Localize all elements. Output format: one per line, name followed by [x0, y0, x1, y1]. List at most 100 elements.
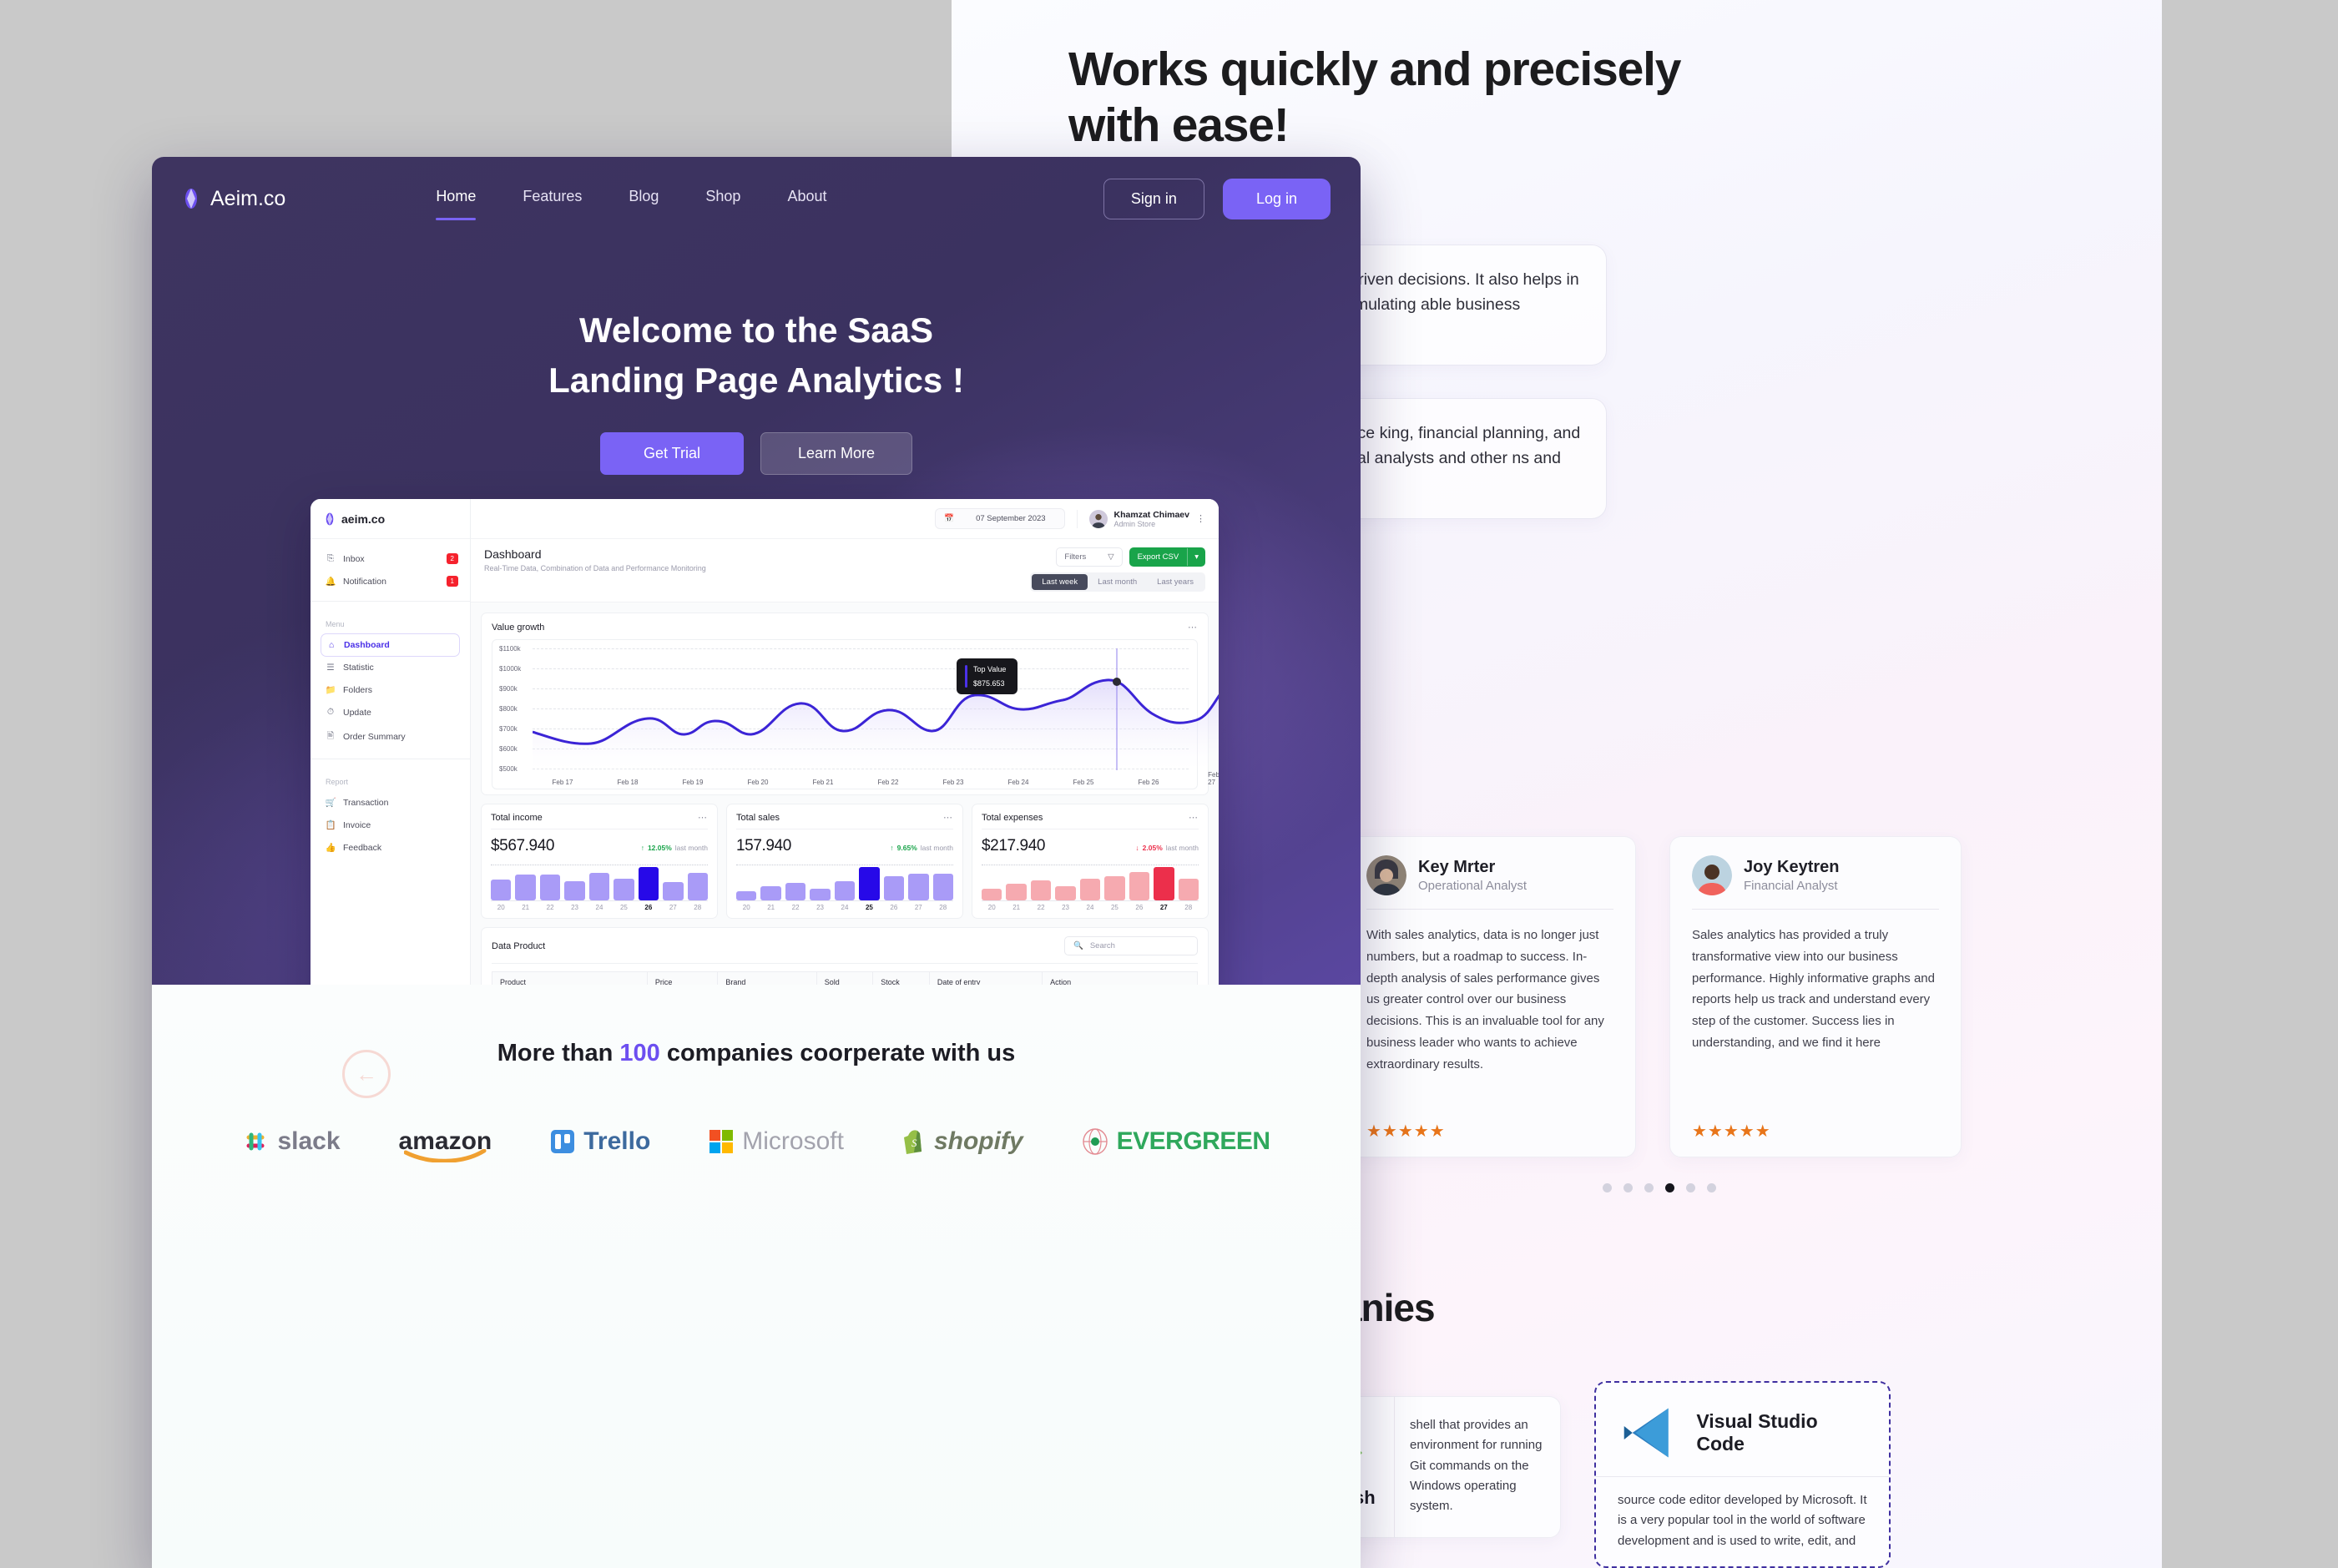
bar-chart-icon: ☰ — [326, 663, 335, 673]
divider — [1596, 1476, 1889, 1477]
carousel-dot[interactable] — [1603, 1183, 1612, 1192]
more-vertical-icon[interactable]: ⋮ — [1196, 514, 1205, 524]
vscode-description: source code editor developed by Microsof… — [1618, 1493, 1867, 1548]
bar-label: 20 — [987, 904, 996, 911]
file-text-icon: 🖹 — [326, 731, 335, 742]
carousel-dot[interactable] — [1623, 1183, 1633, 1192]
evergreen-icon — [1082, 1128, 1108, 1155]
chevron-down-icon[interactable]: ▾ — [1187, 548, 1205, 566]
more-horizontal-icon[interactable]: ⋯ — [943, 813, 953, 823]
nav-link-home[interactable]: Home — [436, 188, 477, 220]
x-tick-label: Feb 24 — [1007, 779, 1029, 786]
sidebar-item-invoice[interactable]: 📋 Invoice — [311, 814, 470, 836]
sidebar-item-order-summary[interactable]: 🖹 Order Summary — [311, 723, 470, 750]
aeim-diamond-logo — [326, 512, 334, 525]
log-in-button[interactable]: Log in — [1222, 178, 1331, 219]
logo-microsoft: Microsoft — [709, 1127, 844, 1156]
y-tick-label: $1000k — [499, 665, 522, 673]
bar-label: 27 — [914, 904, 922, 911]
date-picker[interactable]: 📅 07 September 2023 — [935, 508, 1065, 529]
bar-label: 24 — [1086, 904, 1094, 911]
x-tick-label: Feb 20 — [747, 779, 769, 786]
sidebar-item-transaction[interactable]: 🛒 Transaction — [311, 791, 470, 814]
stat-delta-pct: 9.65% — [896, 844, 917, 852]
time-range-segmented[interactable]: Last week Last month Last years — [1030, 572, 1205, 592]
logo-slack: slack — [242, 1127, 341, 1156]
x-tick-label: Feb 18 — [617, 779, 639, 786]
nav-link-features[interactable]: Features — [523, 187, 583, 204]
avatar — [1088, 509, 1108, 528]
stat-delta-pct: 2.05% — [1142, 844, 1163, 852]
segment-last-week[interactable]: Last week — [1032, 574, 1088, 590]
bar-label: 21 — [767, 904, 775, 911]
review-role: Operational Analyst — [1418, 879, 1528, 893]
carousel-dot[interactable] — [1707, 1183, 1716, 1192]
stat-delta: ↑ 12.05% last month — [641, 844, 708, 852]
nav-link-blog[interactable]: Blog — [629, 187, 659, 204]
stat-card-value-row: 157.940 ↑ 9.65% last month — [736, 837, 953, 855]
divider — [1366, 909, 1613, 910]
user-menu[interactable]: Khamzat Chimaev Admin Store ⋮ — [1076, 509, 1205, 528]
carousel-dot[interactable] — [1686, 1183, 1695, 1192]
nav-links: Home Features Blog Shop About — [436, 187, 827, 220]
sidebar-item-dashboard[interactable]: ⌂ Dashboard — [321, 633, 460, 658]
nav-link-about[interactable]: About — [787, 187, 827, 204]
logo-label: shopify — [933, 1127, 1023, 1155]
more-horizontal-icon[interactable]: ⋯ — [1189, 813, 1199, 823]
nav-link-shop[interactable]: Shop — [705, 187, 741, 204]
tool-card-vscode: Visual Studio Code source code editor de… — [1594, 1381, 1891, 1568]
brand[interactable]: Aeim.co — [182, 187, 285, 211]
sidebar-item-statistic[interactable]: ☰ Statistic — [311, 657, 470, 678]
review-role: Financial Analyst — [1744, 879, 1838, 893]
bar-label: 20 — [497, 904, 505, 911]
bg-hero-heading: Works quickly and precisely with ease! — [1068, 43, 1681, 152]
bar-label: 28 — [694, 904, 702, 911]
carousel-prev-button[interactable]: ← — [342, 1050, 391, 1098]
stat-bar-labels: 20 21 22 23 24 25 26 27 28 — [736, 904, 953, 911]
sidebar-item-notification[interactable]: 🔔 Notification 1 — [311, 570, 470, 592]
tooltip-value: $875.653 — [973, 679, 1005, 688]
sidebar-group-label-menu: Menu — [326, 620, 345, 629]
data-product-title: Data Product — [492, 940, 546, 951]
review-stars: ★★★★★ — [1692, 1122, 1771, 1141]
more-horizontal-icon[interactable]: ⋯ — [1188, 623, 1198, 633]
sidebar-item-feedback[interactable]: 👍 Feedback — [311, 836, 470, 859]
reviews-carousel-dots[interactable] — [1603, 1183, 1716, 1192]
more-horizontal-icon[interactable]: ⋯ — [698, 813, 708, 823]
sidebar-item-label: Notification — [343, 576, 386, 587]
segment-last-years[interactable]: Last years — [1157, 577, 1194, 587]
logo-label: Microsoft — [742, 1127, 844, 1155]
segment-last-month[interactable]: Last month — [1098, 577, 1138, 587]
bar-label-active: 26 — [644, 904, 653, 911]
search-field[interactable]: 🔍 Search — [1064, 936, 1198, 955]
folder-icon: 📁 — [325, 685, 336, 696]
get-trial-button[interactable]: Get Trial — [599, 432, 744, 475]
stat-bar-labels: 20 21 22 23 24 25 26 27 28 — [982, 904, 1199, 911]
stat-card-header: Total income ⋯ — [491, 812, 708, 829]
sidebar-item-label: Transaction — [343, 797, 389, 808]
invoice-icon: 📋 — [325, 820, 336, 831]
sidebar-item-inbox[interactable]: ⎘ Inbox 2 — [311, 547, 470, 570]
carousel-dot-active[interactable] — [1665, 1183, 1674, 1192]
bar-label: 26 — [890, 904, 898, 911]
logo-amazon: amazon — [399, 1127, 492, 1162]
dashboard-brand[interactable]: aeim.co — [311, 499, 470, 539]
export-csv-button[interactable]: Export CSV ▾ — [1129, 547, 1205, 567]
filters-button[interactable]: Filters ▽ — [1056, 547, 1123, 567]
learn-more-button[interactable]: Learn More — [760, 432, 913, 475]
sign-in-button[interactable]: Sign in — [1103, 178, 1204, 219]
sidebar-item-update[interactable]: ⏱ Update — [311, 701, 470, 723]
tooltip-label: Top Value — [973, 665, 1007, 673]
stat-bars — [491, 865, 708, 901]
sidebar-item-folders[interactable]: 📁 Folders — [311, 678, 470, 701]
hero-title-line1: Welcome to the SaaS — [578, 310, 934, 350]
filter-icon: ▽ — [1108, 552, 1114, 562]
companies-headline-pre: More than — [497, 1040, 620, 1066]
user-name: Khamzat Chimaev — [1113, 509, 1189, 520]
carousel-dot[interactable] — [1644, 1183, 1654, 1192]
stat-delta-note: last month — [674, 844, 708, 852]
companies-section: More than 100 companies coorperate with … — [152, 985, 1361, 1568]
value-growth-panel: Value growth ⋯ $1100k $1000k $900k $800k… — [481, 613, 1219, 795]
review-body: With sales analytics, data is no longer … — [1366, 928, 1604, 1071]
bar-label: 21 — [522, 904, 530, 911]
